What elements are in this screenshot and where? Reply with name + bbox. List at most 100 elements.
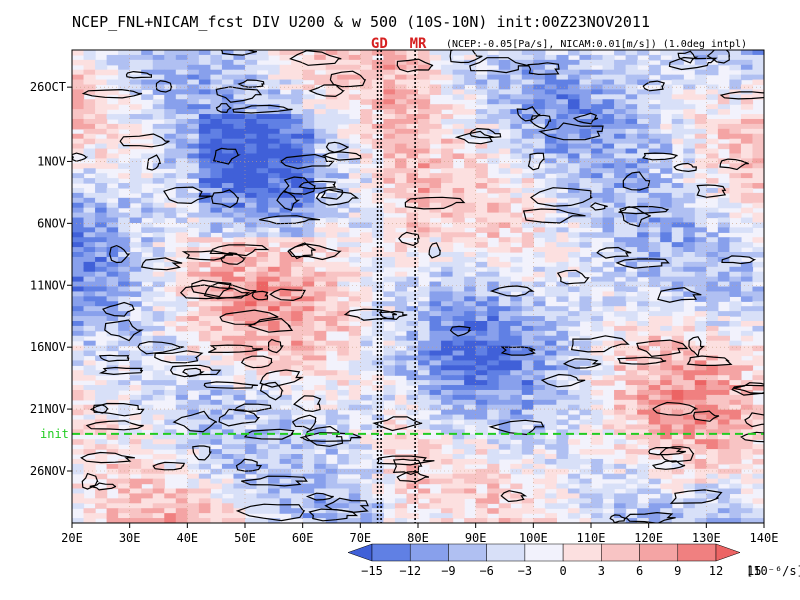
field-cell bbox=[175, 493, 188, 499]
field-cell bbox=[614, 296, 627, 302]
field-cell bbox=[256, 74, 269, 81]
field-cell bbox=[325, 380, 338, 386]
field-cell bbox=[487, 414, 500, 421]
field-cell bbox=[637, 143, 650, 150]
field-cell bbox=[717, 261, 730, 268]
gridlines bbox=[72, 50, 764, 523]
field-cell bbox=[152, 429, 165, 435]
field-cell bbox=[706, 389, 719, 396]
field-cell bbox=[348, 350, 361, 357]
field-cell bbox=[210, 429, 223, 435]
field-cell bbox=[348, 330, 361, 337]
field-cell bbox=[83, 429, 96, 435]
field-cell bbox=[498, 168, 511, 174]
field-cell bbox=[118, 173, 131, 179]
field-cell bbox=[325, 217, 338, 224]
field-cell bbox=[406, 222, 419, 228]
field-cell bbox=[533, 434, 546, 440]
field-cell bbox=[567, 414, 581, 421]
field-cell bbox=[210, 296, 223, 302]
field-cell bbox=[302, 365, 315, 371]
field-cell bbox=[279, 148, 292, 155]
field-cell bbox=[694, 74, 707, 81]
field-cell bbox=[83, 118, 96, 125]
field-cell bbox=[498, 222, 511, 228]
field-cell bbox=[498, 192, 511, 199]
field-cell bbox=[337, 202, 350, 209]
field-cell bbox=[141, 498, 154, 504]
field-cell bbox=[337, 192, 350, 199]
field-cell bbox=[498, 409, 511, 416]
field-cell bbox=[406, 355, 419, 362]
field-cell bbox=[256, 340, 269, 347]
field-cell bbox=[279, 409, 292, 416]
field-cell bbox=[394, 311, 408, 317]
field-cell bbox=[141, 192, 154, 199]
field-cell bbox=[429, 237, 442, 243]
field-cell bbox=[245, 449, 258, 455]
field-cell bbox=[729, 187, 742, 194]
field-cell bbox=[152, 503, 165, 509]
field-cell bbox=[579, 158, 592, 164]
field-cell bbox=[302, 325, 315, 332]
field-cell bbox=[671, 281, 684, 288]
field-cell bbox=[371, 498, 384, 504]
field-cell bbox=[487, 261, 500, 268]
field-cell bbox=[129, 320, 142, 327]
field-cell bbox=[706, 123, 719, 130]
field-cell bbox=[268, 168, 281, 174]
field-cell bbox=[118, 212, 131, 219]
field-cell bbox=[291, 59, 304, 66]
field-cell bbox=[245, 138, 258, 145]
field-cell bbox=[152, 163, 165, 169]
field-cell bbox=[475, 183, 488, 189]
colorbar-units: [10⁻⁶/s] bbox=[746, 564, 800, 578]
field-cell bbox=[175, 271, 188, 278]
field-cell bbox=[325, 64, 338, 71]
field-cell bbox=[452, 473, 465, 480]
field-cell bbox=[268, 301, 281, 307]
field-cell bbox=[602, 271, 615, 278]
field-cell bbox=[752, 414, 764, 421]
field-cell bbox=[210, 202, 223, 209]
field-cell bbox=[118, 271, 131, 278]
field-cell bbox=[83, 286, 96, 293]
field-cell bbox=[106, 355, 119, 362]
field-cell bbox=[740, 168, 754, 174]
field-cell bbox=[706, 266, 719, 273]
field-cell bbox=[394, 340, 408, 347]
field-cell bbox=[325, 414, 338, 421]
field-cell bbox=[360, 50, 373, 56]
field-cell bbox=[441, 286, 454, 293]
field-cell bbox=[740, 454, 754, 460]
field-cell bbox=[487, 104, 500, 110]
field-cell bbox=[614, 340, 627, 347]
colorbar-box bbox=[601, 543, 640, 562]
field-cell bbox=[683, 409, 696, 416]
field-cell bbox=[175, 385, 188, 391]
field-cell bbox=[487, 232, 500, 238]
field-cell bbox=[245, 178, 258, 184]
field-cell bbox=[95, 306, 108, 312]
field-cell bbox=[625, 365, 638, 371]
field-cell bbox=[544, 340, 557, 347]
field-cell bbox=[72, 109, 85, 115]
contour-line bbox=[619, 206, 651, 228]
field-cell bbox=[418, 222, 431, 228]
field-cell bbox=[637, 463, 650, 470]
field-cell bbox=[198, 271, 211, 278]
x-tick-label: 90E bbox=[465, 531, 487, 545]
field-cell bbox=[441, 454, 454, 460]
field-cell bbox=[671, 419, 684, 426]
field-cell bbox=[383, 439, 396, 445]
field-cell bbox=[625, 488, 638, 495]
field-cell bbox=[291, 276, 304, 283]
field-cell bbox=[752, 325, 764, 332]
field-cell bbox=[164, 50, 177, 56]
field-cell bbox=[498, 237, 511, 243]
field-cell bbox=[567, 197, 581, 204]
field-cell bbox=[544, 468, 557, 475]
field-cell bbox=[198, 217, 211, 224]
field-cell bbox=[256, 409, 269, 416]
field-cell bbox=[279, 54, 292, 61]
